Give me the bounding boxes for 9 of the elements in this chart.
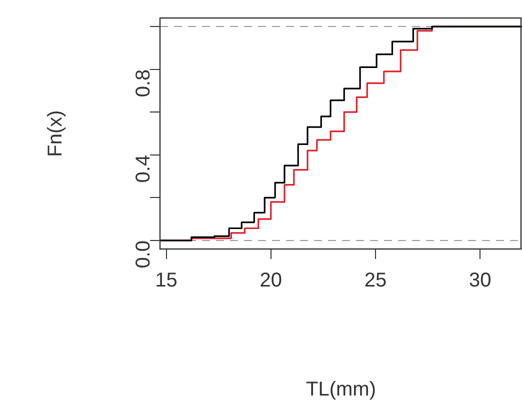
x-axis-title: TL(mm): [306, 378, 376, 401]
x-tick-label: 20: [260, 270, 282, 292]
x-tick-label: 15: [155, 270, 178, 292]
y-axis-title: Fn(x): [44, 110, 67, 157]
x-tick-label: 25: [364, 270, 387, 292]
y-tick-label: 0.8: [132, 69, 155, 98]
y-tick-label: 0.0: [132, 240, 155, 268]
x-tick-label: 30: [469, 270, 492, 292]
y-tick-label: 0.4: [132, 154, 155, 183]
